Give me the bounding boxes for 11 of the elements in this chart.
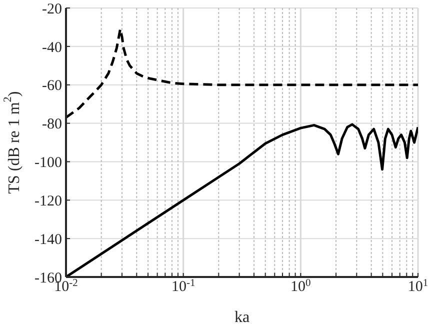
x-tick-label: 10$^{0}$	[290, 278, 311, 295]
x-axis-title: ka	[234, 309, 250, 326]
y-tick-label: -60	[42, 78, 62, 94]
y-tick-label: -100	[34, 155, 62, 172]
y-tick-label: -120	[34, 193, 62, 210]
y-tick-label: -80	[42, 116, 62, 133]
x-tick-label: 10$^{-1}$	[171, 278, 196, 295]
y-tick-label: -40	[42, 40, 62, 56]
y-tick-label: -140	[34, 232, 62, 248]
y-tick-label: -20	[42, 1, 62, 18]
x-tick-label: 10$^{1}$	[408, 278, 428, 295]
